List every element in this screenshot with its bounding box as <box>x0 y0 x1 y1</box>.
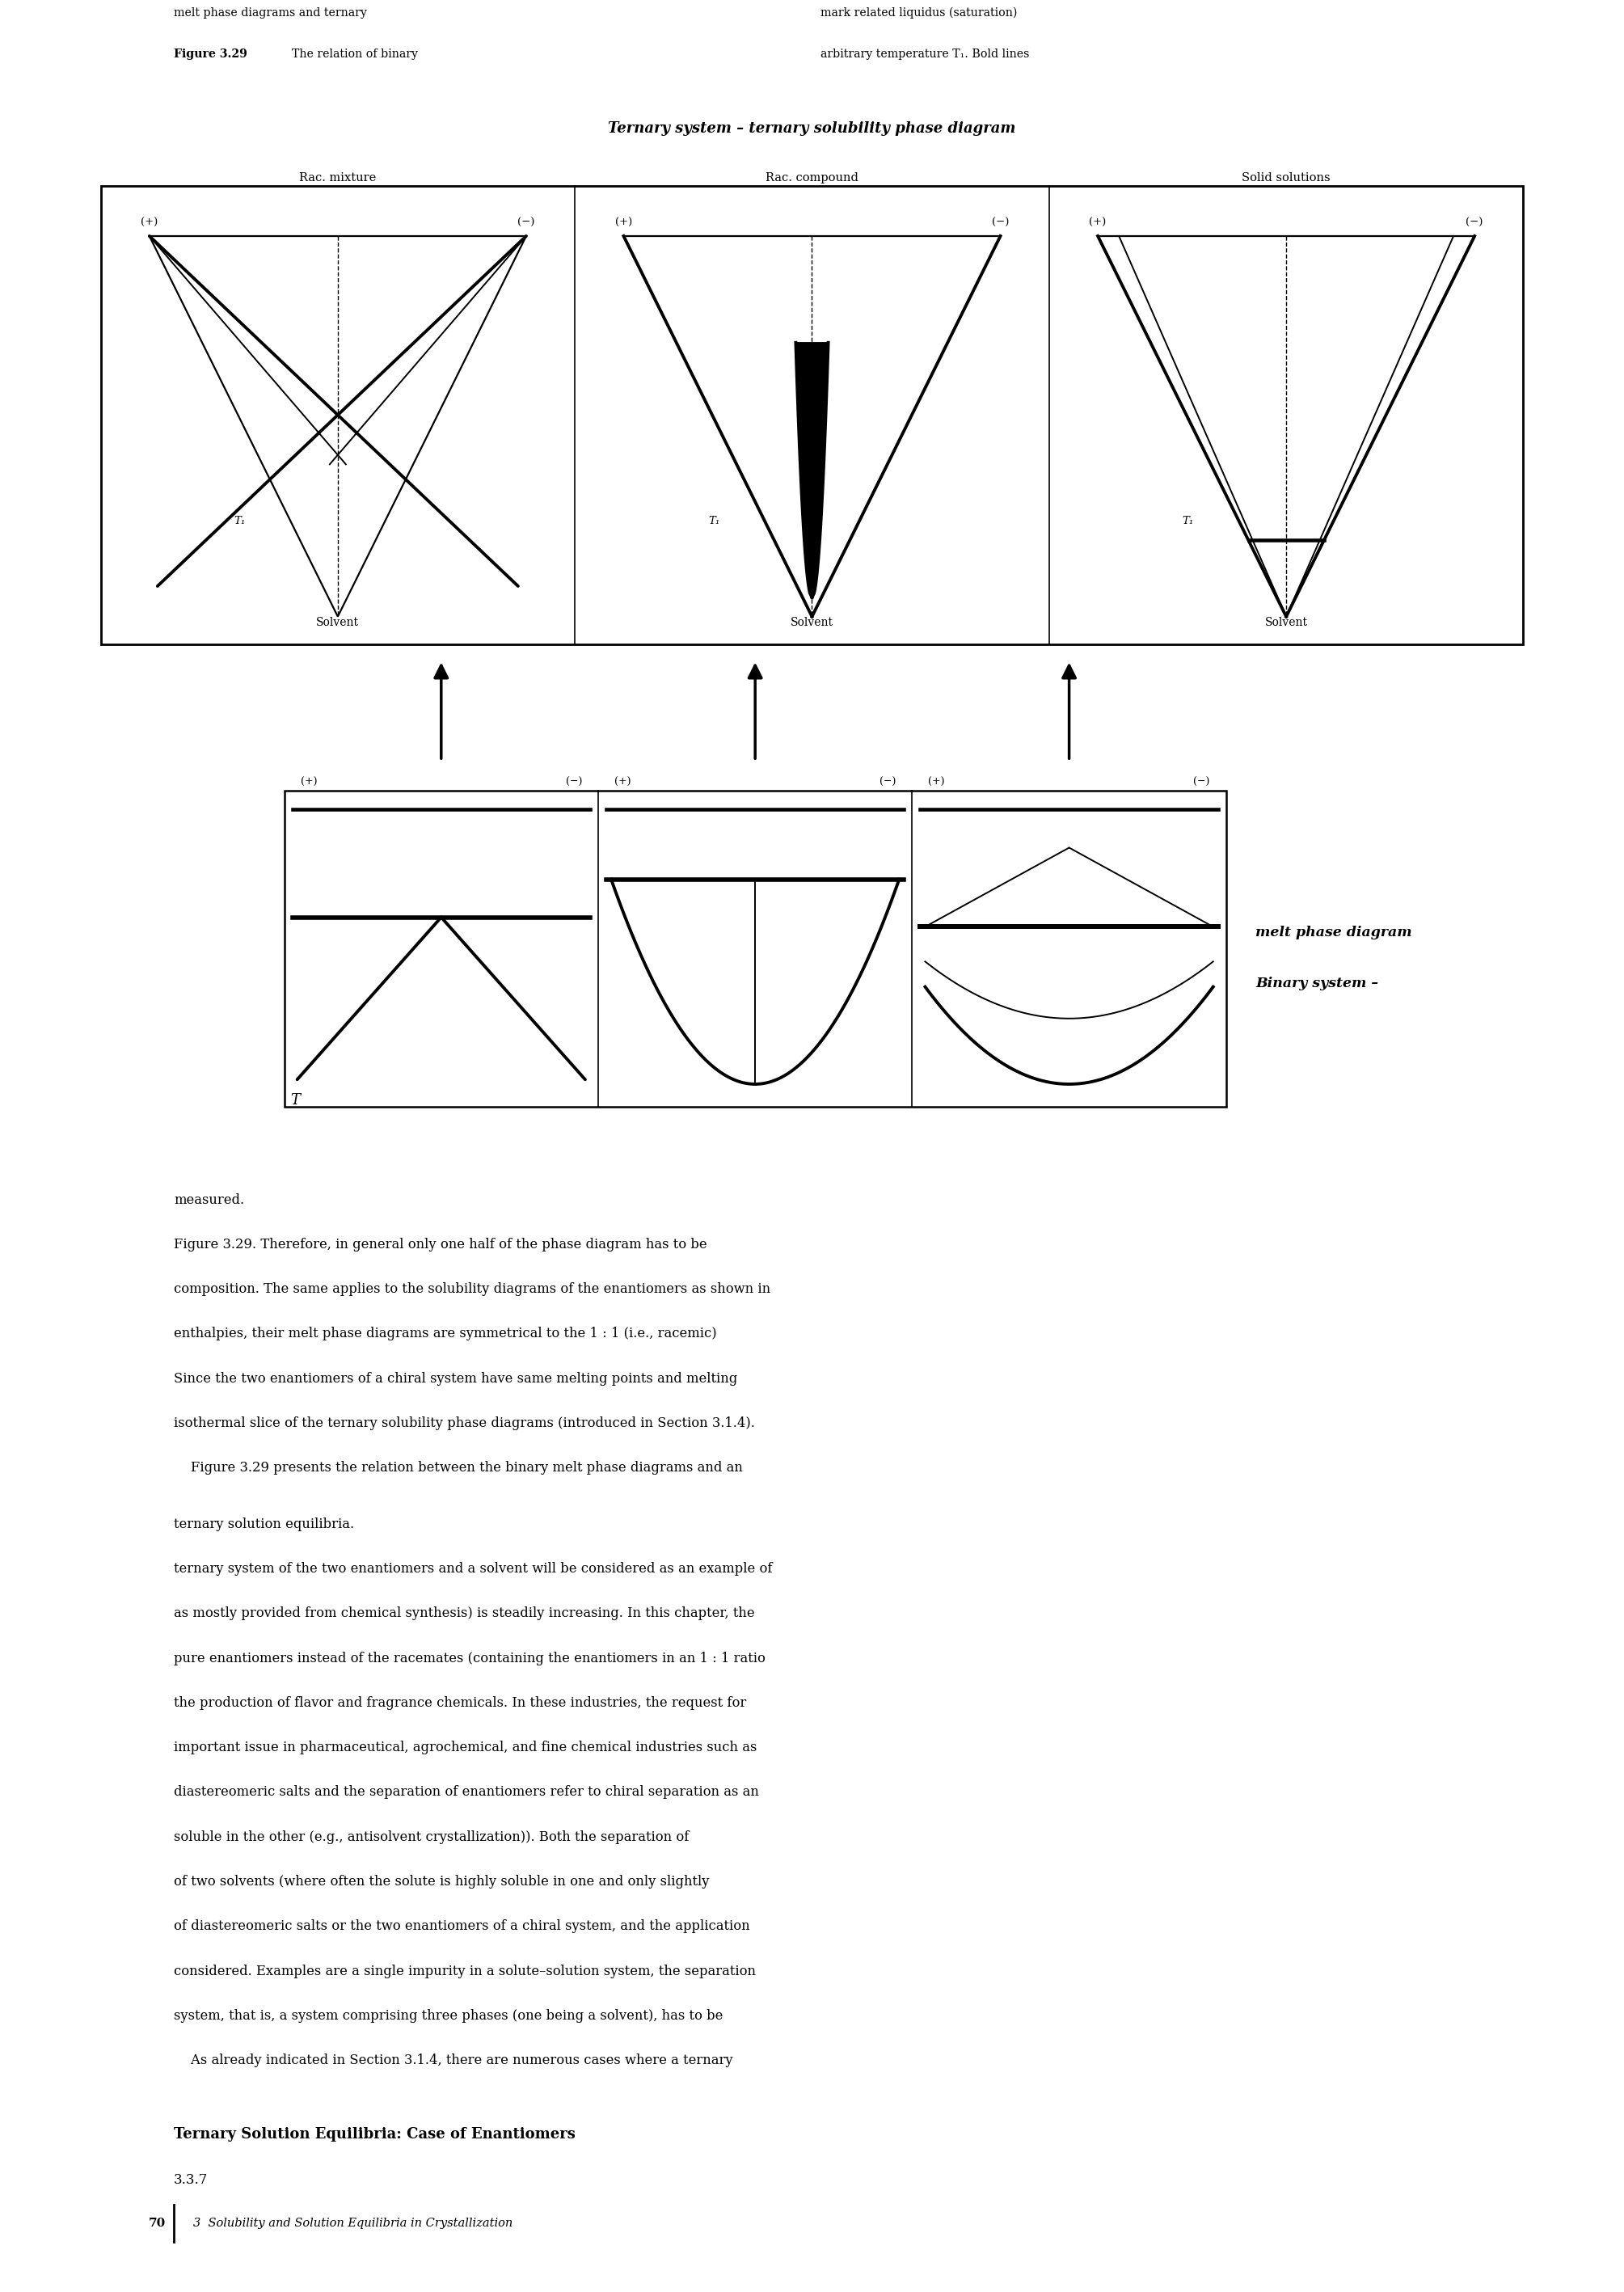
Text: As already indicated in Section 3.1.4, there are numerous cases where a ternary: As already indicated in Section 3.1.4, t… <box>174 2054 732 2067</box>
Text: important issue in pharmaceutical, agrochemical, and fine chemical industries su: important issue in pharmaceutical, agroc… <box>174 1742 757 1753</box>
Text: Solid solutions: Solid solutions <box>1242 172 1330 183</box>
Text: as mostly provided from chemical synthesis) is steadily increasing. In this chap: as mostly provided from chemical synthes… <box>174 1607 755 1620</box>
Text: Solvent: Solvent <box>791 617 833 628</box>
Text: Solvent: Solvent <box>317 617 359 628</box>
Text: melt phase diagram: melt phase diagram <box>1255 926 1411 940</box>
Text: (−): (−) <box>1194 777 1210 788</box>
Text: (−): (−) <box>1466 218 1483 229</box>
Text: Rac. mixture: Rac. mixture <box>299 172 377 183</box>
Text: Figure 3.29: Figure 3.29 <box>174 48 247 60</box>
Text: (+): (+) <box>614 777 632 788</box>
Text: (+): (+) <box>929 777 945 788</box>
Text: considered. Examples are a single impurity in a solute–solution system, the sepa: considered. Examples are a single impuri… <box>174 1964 755 1978</box>
Bar <box>101 186 1523 644</box>
Text: ternary system of the two enantiomers and a solvent will be considered as an exa: ternary system of the two enantiomers an… <box>174 1563 773 1575</box>
Polygon shape <box>796 342 828 598</box>
Text: Solvent: Solvent <box>1265 617 1307 628</box>
Text: the production of flavor and fragrance chemicals. In these industries, the reque: the production of flavor and fragrance c… <box>174 1696 747 1710</box>
Text: (−): (−) <box>880 777 896 788</box>
Text: Figure 3.29 presents the relation between the binary melt phase diagrams and an: Figure 3.29 presents the relation betwee… <box>174 1462 742 1474</box>
Text: mark related liquidus (saturation): mark related liquidus (saturation) <box>820 7 1017 18</box>
Bar <box>284 791 1226 1107</box>
Text: Figure 3.29. Therefore, in general only one half of the phase diagram has to be: Figure 3.29. Therefore, in general only … <box>174 1238 706 1251</box>
Text: system, that is, a system comprising three phases (one being a solvent), has to : system, that is, a system comprising thr… <box>174 2008 723 2022</box>
Text: 3.3.7: 3.3.7 <box>174 2173 208 2187</box>
Text: (+): (+) <box>141 218 158 229</box>
Text: melt phase diagrams and ternary: melt phase diagrams and ternary <box>174 7 367 18</box>
Text: (−): (−) <box>565 777 581 788</box>
Text: of diastereomeric salts or the two enantiomers of a chiral system, and the appli: of diastereomeric salts or the two enant… <box>174 1921 750 1932</box>
Text: (−): (−) <box>992 218 1009 229</box>
Text: The relation of binary: The relation of binary <box>284 48 417 60</box>
Text: diastereomeric salts and the separation of enantiomers refer to chiral separatio: diastereomeric salts and the separation … <box>174 1785 758 1799</box>
Text: (+): (+) <box>1090 218 1106 229</box>
Text: Since the two enantiomers of a chiral system have same melting points and meltin: Since the two enantiomers of a chiral sy… <box>174 1371 737 1384</box>
Text: measured.: measured. <box>174 1192 244 1206</box>
Text: Ternary Solution Equilibria: Case of Enantiomers: Ternary Solution Equilibria: Case of Ena… <box>174 2127 575 2141</box>
Text: T₁: T₁ <box>708 516 719 527</box>
Text: T₁: T₁ <box>1182 516 1194 527</box>
Text: T₁: T₁ <box>234 516 245 527</box>
Text: Binary system –: Binary system – <box>1255 976 1379 990</box>
Text: (+): (+) <box>300 777 317 788</box>
Text: ternary solution equilibria.: ternary solution equilibria. <box>174 1517 354 1531</box>
Text: pure enantiomers instead of the racemates (containing the enantiomers in an 1 : : pure enantiomers instead of the racemate… <box>174 1650 765 1664</box>
Text: 70: 70 <box>148 2219 166 2228</box>
Text: (+): (+) <box>615 218 632 229</box>
Text: enthalpies, their melt phase diagrams are symmetrical to the 1 : 1 (i.e., racemi: enthalpies, their melt phase diagrams ar… <box>174 1327 716 1341</box>
Text: isothermal slice of the ternary solubility phase diagrams (introduced in Section: isothermal slice of the ternary solubili… <box>174 1416 755 1430</box>
Text: of two solvents (where often the solute is highly soluble in one and only slight: of two solvents (where often the solute … <box>174 1875 710 1889</box>
Text: Rac. compound: Rac. compound <box>765 172 859 183</box>
Text: soluble in the other (e.g., antisolvent crystallization)). Both the separation o: soluble in the other (e.g., antisolvent … <box>174 1829 689 1843</box>
Text: 3  Solubility and Solution Equilibria in Crystallization: 3 Solubility and Solution Equilibria in … <box>193 2219 513 2228</box>
Text: composition. The same applies to the solubility diagrams of the enantiomers as s: composition. The same applies to the sol… <box>174 1281 770 1295</box>
Text: Ternary system – ternary solubility phase diagram: Ternary system – ternary solubility phas… <box>607 121 1017 135</box>
Text: T: T <box>291 1093 300 1107</box>
Text: arbitrary temperature T₁. Bold lines: arbitrary temperature T₁. Bold lines <box>820 48 1030 60</box>
Text: (−): (−) <box>518 218 534 229</box>
